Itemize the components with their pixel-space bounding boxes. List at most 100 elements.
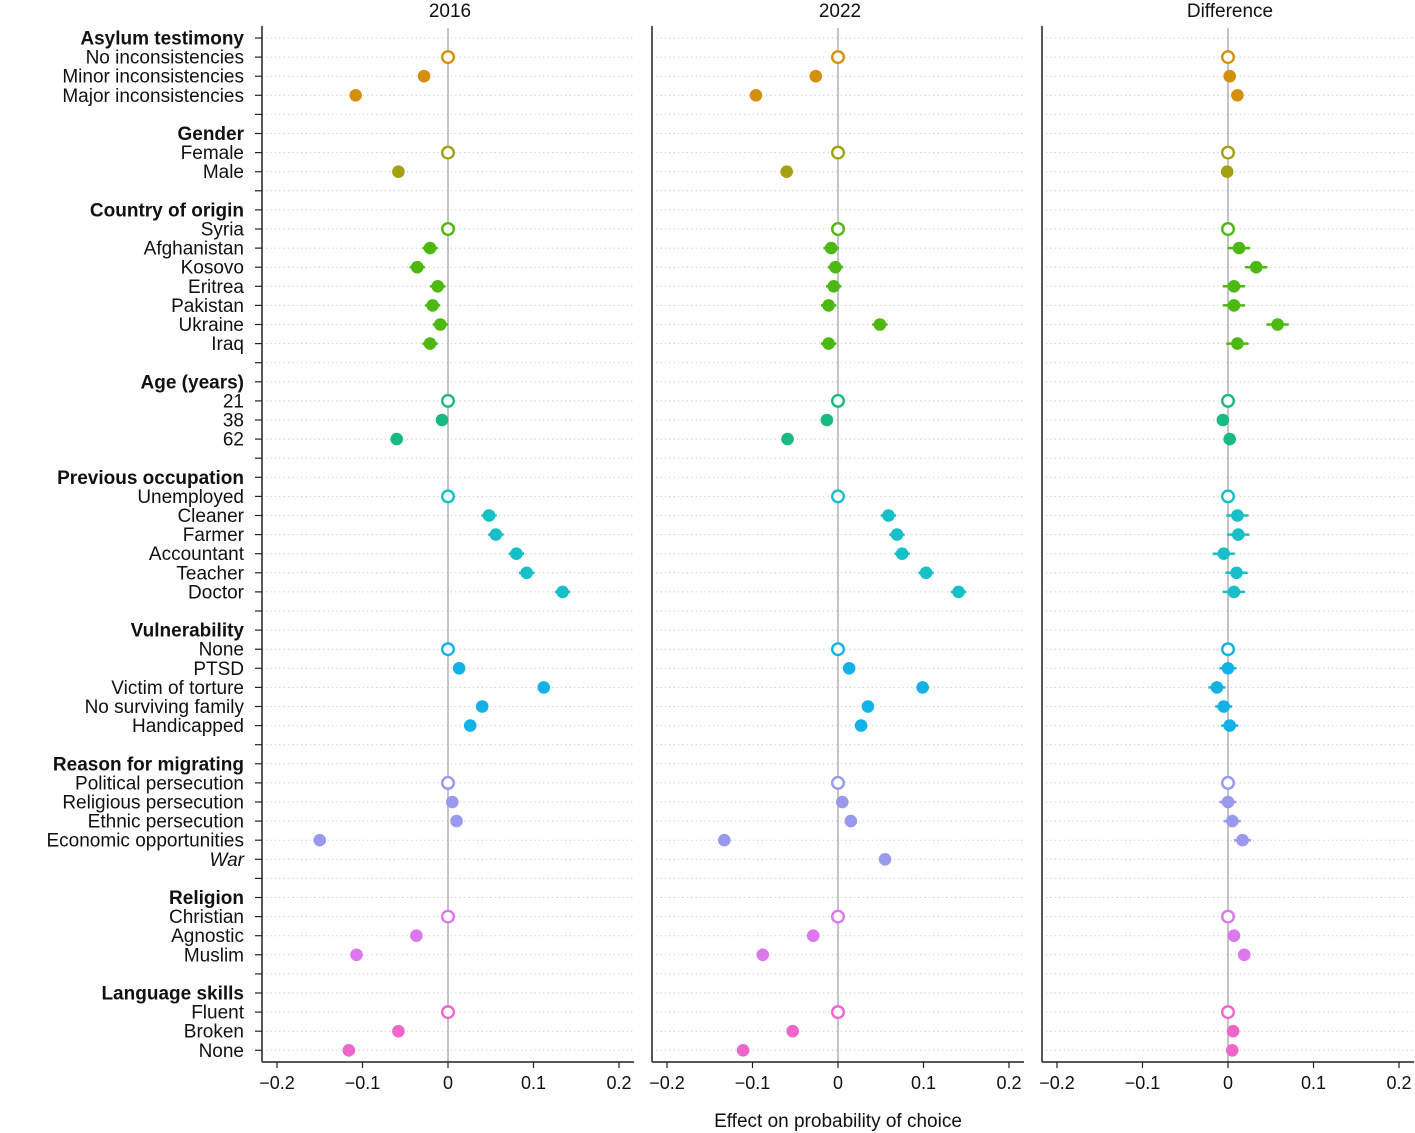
x-tick-label: 0.2 xyxy=(996,1073,1021,1093)
data-point xyxy=(1227,929,1241,942)
data-point xyxy=(1225,814,1239,828)
group-header-label: Vulnerability xyxy=(131,621,245,642)
gridlines xyxy=(266,37,1414,1051)
data-point xyxy=(342,1044,356,1057)
x-axis-label: Effect on probability of choice xyxy=(714,1111,962,1132)
data-point xyxy=(1227,299,1241,312)
data-point xyxy=(392,165,405,178)
reference-point xyxy=(1220,909,1235,924)
row-label: Male xyxy=(203,162,244,183)
x-tick-label: 0.2 xyxy=(1386,1073,1411,1093)
row-label: Teacher xyxy=(176,563,244,584)
data-point xyxy=(1210,681,1224,694)
data-point xyxy=(780,165,793,178)
group-header-label: Age (years) xyxy=(141,372,245,393)
reference-point xyxy=(441,775,456,790)
row-label: Farmer xyxy=(183,525,245,546)
data-point xyxy=(313,833,327,847)
data-point xyxy=(349,89,362,102)
data-point xyxy=(445,795,459,809)
row-label: Major inconsistencies xyxy=(62,86,244,107)
data-point xyxy=(426,299,439,312)
data-point xyxy=(806,929,820,942)
data-point xyxy=(452,662,466,675)
data-point xyxy=(835,795,849,809)
row-label: 62 xyxy=(223,430,244,451)
reference-point xyxy=(831,1005,846,1020)
x-tick-label: 0 xyxy=(833,1073,843,1093)
x-tick-label: −0.1 xyxy=(1125,1073,1161,1093)
data-point xyxy=(878,853,892,866)
row-label: Syria xyxy=(201,220,245,241)
data-point xyxy=(475,700,489,713)
group-header-label: Reason for migrating xyxy=(53,754,244,775)
data-point xyxy=(822,337,835,350)
data-point xyxy=(1223,69,1237,83)
data-point xyxy=(1249,260,1263,274)
data-point xyxy=(952,585,965,599)
data-point xyxy=(861,700,875,713)
reference-point xyxy=(441,642,456,657)
reference-point xyxy=(831,909,846,924)
panel-p2016: 2016 −0.2 −0.1 0 0.1 0.2 xyxy=(259,1,634,1093)
group-header-label: Asylum testimony xyxy=(80,29,244,50)
data-point xyxy=(431,280,445,293)
reference-point xyxy=(1220,221,1235,236)
data-point xyxy=(423,337,437,350)
group-header-label: Previous occupation xyxy=(57,468,244,489)
data-point xyxy=(1223,719,1237,732)
panel-diff: Difference −0.2 −0.1 0 0.1 0.2 xyxy=(1039,1,1414,1093)
reference-point xyxy=(441,50,456,65)
row-label: Unemployed xyxy=(137,487,244,508)
reference-point xyxy=(1220,393,1235,408)
data-point xyxy=(1217,700,1231,713)
reference-point xyxy=(441,489,456,504)
data-point xyxy=(717,833,731,847)
data-point xyxy=(824,241,838,255)
data-point xyxy=(736,1044,750,1057)
data-point xyxy=(392,1024,405,1038)
data-point xyxy=(1216,413,1230,427)
data-point xyxy=(1223,432,1237,446)
reference-point xyxy=(831,489,846,504)
data-point xyxy=(1226,1024,1240,1038)
panel-title: Difference xyxy=(1187,1,1273,22)
data-point xyxy=(842,662,856,675)
row-label: War xyxy=(210,850,245,871)
reference-point xyxy=(441,221,456,236)
data-point xyxy=(1221,795,1235,809)
x-tick-label: −0.1 xyxy=(345,1073,381,1093)
data-point xyxy=(410,929,423,942)
data-point xyxy=(1231,89,1244,102)
data-point xyxy=(1231,337,1244,350)
data-point xyxy=(423,241,437,255)
data-point xyxy=(890,528,904,541)
row-label: Female xyxy=(181,143,244,164)
data-point xyxy=(781,432,794,446)
data-point xyxy=(390,432,404,446)
row-label: Eritrea xyxy=(188,277,244,298)
row-label: None xyxy=(199,640,244,661)
reference-point xyxy=(831,145,846,160)
group-header-label: Gender xyxy=(177,124,244,145)
row-label: None xyxy=(199,1041,244,1062)
row-label: Handicapped xyxy=(132,716,244,737)
data-point xyxy=(463,719,477,732)
data-point xyxy=(820,413,834,427)
row-label: Fluent xyxy=(191,1003,245,1024)
data-point xyxy=(809,69,823,83)
data-point xyxy=(829,260,842,274)
row-label: Accountant xyxy=(149,544,245,565)
data-point xyxy=(1271,318,1284,331)
row-label: Doctor xyxy=(188,582,245,603)
reference-point xyxy=(441,1005,456,1020)
row-label: Cleaner xyxy=(177,506,244,527)
row-label: Political persecution xyxy=(75,773,244,794)
x-tick-label: 0.2 xyxy=(606,1073,631,1093)
row-label: Kosovo xyxy=(181,258,244,279)
panel-title: 2022 xyxy=(819,1,861,22)
data-point xyxy=(854,719,868,732)
x-tick-label: −0.2 xyxy=(259,1073,295,1093)
